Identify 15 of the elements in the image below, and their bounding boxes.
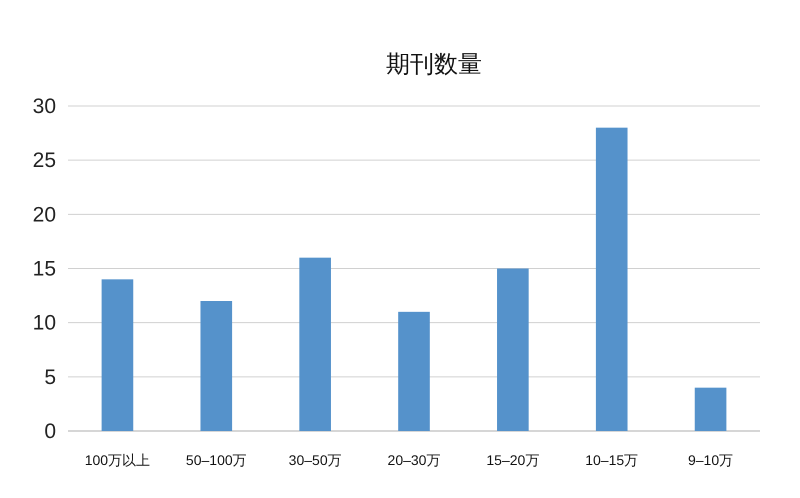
y-tick-label: 20: [32, 203, 56, 226]
x-tick-label: 9–10万: [688, 452, 734, 468]
y-tick-label: 10: [32, 312, 56, 335]
y-tick-label: 15: [32, 258, 56, 280]
y-tick-label: 5: [44, 366, 56, 389]
chart-title: 期刊数量: [386, 51, 482, 78]
x-tick-label: 10–15万: [585, 452, 638, 468]
x-tick-label: 30–50万: [288, 452, 342, 468]
x-tick-label: 20–30万: [388, 452, 440, 468]
x-tick-label: 100万以上: [84, 452, 150, 468]
x-tick-label: 15–20万: [486, 452, 540, 468]
y-tick-label: 0: [44, 420, 56, 443]
y-tick-label: 30: [32, 95, 56, 118]
y-tick-label: 25: [32, 149, 56, 172]
x-tick-label: 50–100万: [186, 452, 247, 468]
